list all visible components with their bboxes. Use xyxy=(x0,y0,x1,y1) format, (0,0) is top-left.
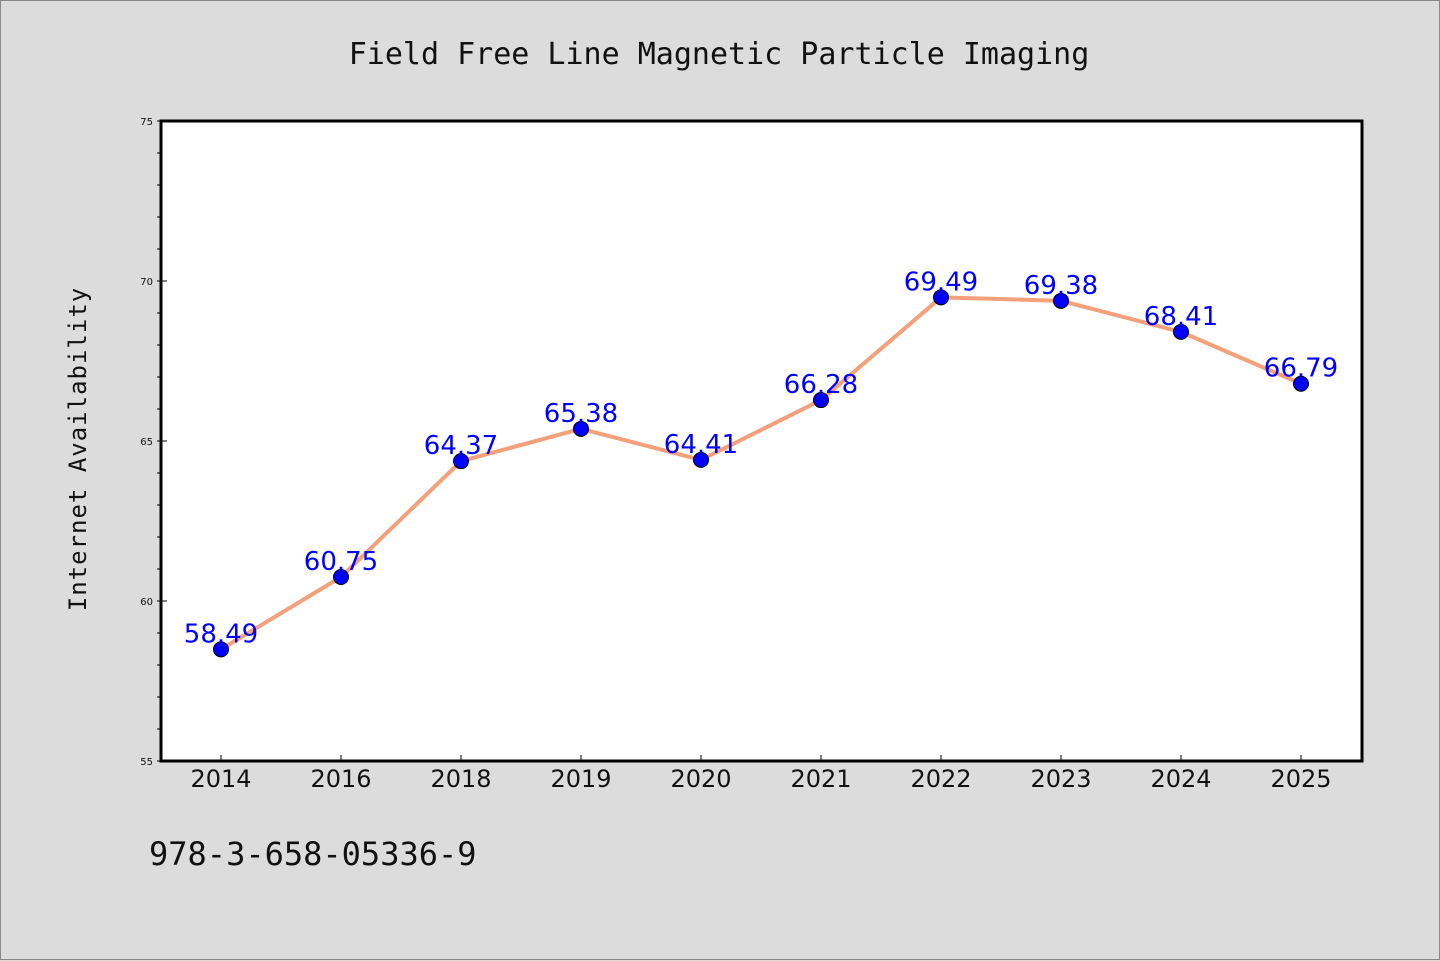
chart-title: Field Free Line Magnetic Particle Imagin… xyxy=(349,37,1090,72)
plot-frame xyxy=(159,119,1364,763)
x-tick-label: 2025 xyxy=(1270,765,1331,793)
data-label: 68.41 xyxy=(1144,302,1218,332)
data-label: 60.75 xyxy=(304,547,378,577)
data-point xyxy=(693,451,709,468)
data-label: 58.49 xyxy=(184,619,258,649)
y-tick-label: 75 xyxy=(140,117,153,128)
data-label: 65.38 xyxy=(544,399,618,429)
data-labels: 58.49 60.75 64.37 65.38 64.41 66.28 69.49 69.38… xyxy=(184,267,1338,649)
data-point xyxy=(333,569,349,585)
data-label: 69.38 xyxy=(1024,271,1098,301)
data-point xyxy=(213,641,229,658)
data-label: 66.79 xyxy=(1264,354,1338,384)
y-tick-label: 70 xyxy=(140,277,153,288)
data-point xyxy=(573,420,589,437)
y-tick-label: 65 xyxy=(140,437,153,448)
series-line xyxy=(219,295,1303,652)
y-axis-label: Internet Availability xyxy=(64,287,92,611)
x-tick-label: 2024 xyxy=(1150,765,1211,793)
x-tick-label: 2019 xyxy=(550,765,611,793)
data-label: 69.49 xyxy=(904,267,978,297)
data-label: 64.41 xyxy=(664,430,738,460)
data-point xyxy=(813,392,829,409)
x-tick-label: 2020 xyxy=(670,765,731,793)
x-tick-label: 2021 xyxy=(790,765,851,793)
x-tick-label: 2018 xyxy=(430,765,491,793)
data-point xyxy=(1173,323,1189,340)
x-tick-label: 2016 xyxy=(310,765,371,793)
data-point xyxy=(933,289,949,306)
data-point xyxy=(1053,292,1069,309)
series-layer xyxy=(213,289,1309,658)
x-tick-label: 2022 xyxy=(910,765,971,793)
data-point xyxy=(453,453,469,470)
data-label: 66.28 xyxy=(784,370,858,400)
y-tick-label: 60 xyxy=(140,597,153,608)
data-point xyxy=(1293,375,1309,392)
x-axis-ticks: 2014 2016 2018 2019 2020 2021 2022 2023 2024 2025 xyxy=(190,755,1332,793)
y-tick-label: 55 xyxy=(140,757,153,768)
x-tick-label: 2014 xyxy=(190,765,251,793)
footer-code: 978-3-658-05336-9 xyxy=(149,835,477,873)
x-tick-label: 2023 xyxy=(1030,765,1091,793)
plot-area xyxy=(161,121,1362,761)
data-label: 64.37 xyxy=(424,431,498,461)
